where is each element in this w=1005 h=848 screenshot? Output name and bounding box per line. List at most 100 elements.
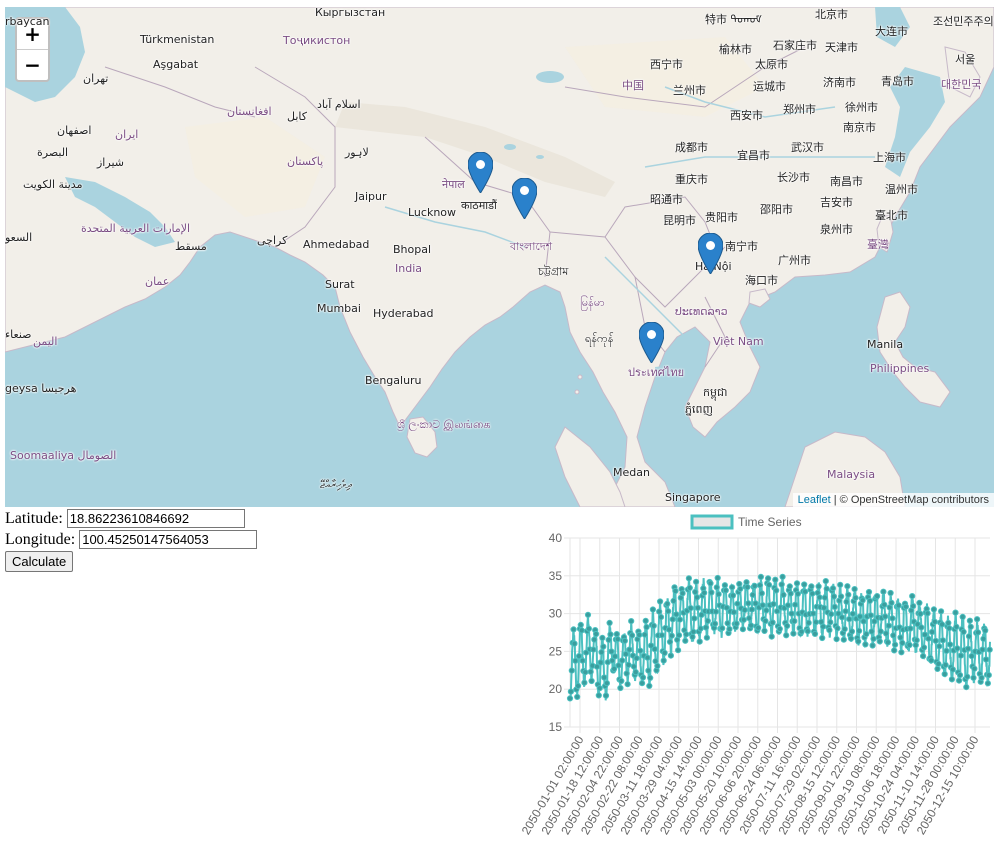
map-marker-icon[interactable] <box>639 322 664 363</box>
osm-attribution: © OpenStreetMap contributors <box>839 494 989 506</box>
label-kuwait: مدينة الكويت <box>23 178 83 191</box>
leaflet-link[interactable]: Leaflet <box>797 494 831 506</box>
label-bhopal: Bhopal <box>393 243 432 256</box>
label-somalia: Soomaaliya الصومال <box>10 449 117 462</box>
data-point <box>918 624 925 631</box>
label-lucknow: Lucknow <box>408 206 457 219</box>
label-phnompenh: ភ្នំពេញ <box>685 403 713 416</box>
label-southkorea: 대한민국 <box>941 78 982 91</box>
data-point <box>611 653 619 660</box>
data-point <box>843 598 850 605</box>
data-point <box>899 639 906 646</box>
data-point <box>957 652 964 659</box>
longitude-input[interactable] <box>79 530 258 549</box>
label-bangladesh: বাংলাদেশ <box>510 240 553 253</box>
legend-swatch <box>690 514 734 530</box>
data-point <box>599 634 606 642</box>
data-point <box>856 627 863 635</box>
label-jaipur: Jaipur <box>355 190 387 203</box>
data-point <box>920 644 928 651</box>
data-point <box>730 609 737 616</box>
data-point <box>967 623 974 630</box>
data-point <box>778 581 785 588</box>
data-point <box>682 637 689 644</box>
data-point <box>882 613 889 620</box>
label-seoul: 서울 <box>955 53 976 66</box>
label-ashgabat: Aşgabat <box>153 58 199 71</box>
data-point <box>740 616 747 623</box>
data-point <box>595 692 602 699</box>
map-marker-icon[interactable] <box>698 233 723 274</box>
data-point <box>959 613 966 621</box>
zoom-in-button[interactable]: + <box>24 22 41 46</box>
zoom-out-button[interactable]: − <box>17 49 48 80</box>
label-chengdu: 成都市 <box>675 141 708 154</box>
data-point <box>934 665 941 672</box>
data-point <box>625 661 632 668</box>
data-point <box>707 580 714 587</box>
label-nanchang: 南昌市 <box>830 175 863 188</box>
data-point <box>871 618 878 625</box>
data-point <box>833 636 840 643</box>
data-point <box>697 625 704 632</box>
calculate-button[interactable]: Calculate <box>5 551 74 572</box>
map-marker-icon[interactable] <box>468 152 493 193</box>
label-maldives: ދިވެހިރާއްޖޭ <box>320 478 352 491</box>
data-point <box>898 649 905 656</box>
data-point <box>657 598 664 605</box>
data-point <box>964 673 971 680</box>
label-guiyang: 贵阳市 <box>705 211 738 224</box>
label-dalian: 大连市 <box>875 25 908 38</box>
data-point <box>676 616 683 623</box>
legend-label: Time Series <box>738 515 802 529</box>
data-point <box>648 642 655 649</box>
chart-legend[interactable]: Time Series <box>690 514 802 530</box>
data-point <box>665 608 672 615</box>
data-point <box>974 629 982 636</box>
data-point <box>917 610 924 618</box>
data-point <box>746 615 753 622</box>
data-point <box>935 660 942 667</box>
latitude-input[interactable] <box>66 509 245 528</box>
data-point <box>698 611 705 619</box>
data-point <box>916 599 923 607</box>
data-point <box>939 637 946 644</box>
data-point <box>619 657 626 664</box>
data-point <box>837 581 844 588</box>
label-beijing: 北京市 <box>815 8 848 21</box>
data-point <box>629 632 636 639</box>
data-point <box>869 642 876 649</box>
data-point <box>943 647 950 654</box>
data-point <box>798 628 805 635</box>
data-point <box>816 594 823 601</box>
data-point <box>846 616 853 623</box>
data-point <box>828 611 835 618</box>
label-turkmenistan: Türkmenistan <box>140 33 215 46</box>
data-point <box>965 645 972 652</box>
map-container[interactable]: + − Türkmenistan Aşgabat Тоҷикистон تهران اس… <box>5 7 994 507</box>
data-point <box>945 619 952 627</box>
y-tick-label: 15 <box>549 720 563 734</box>
zoom-control: + − <box>15 17 50 82</box>
data-point <box>762 617 769 625</box>
data-point <box>949 666 956 673</box>
label-ahmedabad: Ahmedabad <box>303 238 370 251</box>
data-point <box>643 624 650 631</box>
map-marker-icon[interactable] <box>512 178 537 219</box>
data-point <box>613 631 620 638</box>
data-point <box>737 585 744 593</box>
label-yangon: ရန်ကုန် <box>585 332 614 345</box>
data-point <box>834 625 841 632</box>
coordinate-form: Latitude: Longitude: Calculate <box>5 508 258 572</box>
data-point <box>568 667 575 674</box>
label-tehran: تهران <box>83 72 109 85</box>
data-point <box>755 624 762 631</box>
data-point <box>790 630 797 637</box>
data-point <box>877 628 884 635</box>
label-changsha: 长沙市 <box>777 171 810 184</box>
label-srilanka: ශ්‍රී ලංකාව இலங்கை <box>397 418 491 431</box>
data-point <box>811 630 819 638</box>
data-point <box>745 600 752 607</box>
data-point <box>679 590 686 597</box>
data-point <box>907 625 914 632</box>
